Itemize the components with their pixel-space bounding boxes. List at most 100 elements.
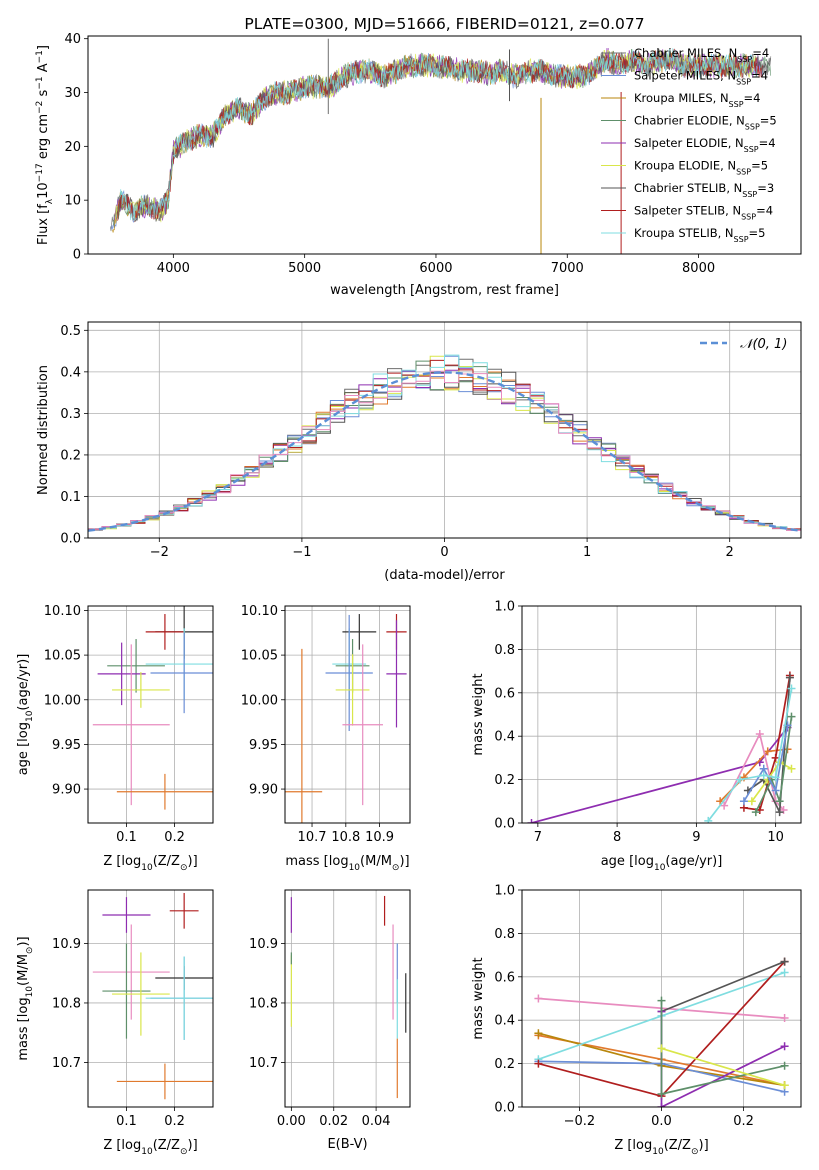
x-tick-label: 0.00 bbox=[277, 1114, 306, 1129]
data-point bbox=[771, 773, 780, 782]
data-point bbox=[657, 996, 666, 1005]
series-line bbox=[660, 1011, 785, 1107]
x-tick-label: 1 bbox=[583, 545, 591, 560]
x-tick-label: 8 bbox=[613, 830, 621, 845]
x-tick-label: 10.7 bbox=[298, 830, 327, 845]
x-tick-label: 5000 bbox=[288, 261, 321, 276]
label-part: ⊙ bbox=[392, 863, 400, 873]
legend-nssp: =3 bbox=[757, 181, 774, 195]
data-point bbox=[763, 747, 772, 756]
label-part: )] bbox=[699, 1138, 709, 1153]
panel-mass-vs-ebv: 0.00 0.02 0.04 10.7 10.8 10.9 bbox=[249, 889, 411, 1129]
y-tick-label: 0.2 bbox=[494, 1057, 515, 1072]
y-tick-label: 10.00 bbox=[241, 693, 278, 708]
x-tick-label: 0.04 bbox=[362, 1114, 391, 1129]
series-line bbox=[743, 725, 789, 802]
x-tick-label: 0.2 bbox=[164, 830, 185, 845]
y-tick-label: 10.8 bbox=[52, 996, 81, 1011]
legend-name: Chabrier STELIB, N bbox=[634, 181, 742, 195]
panel-weight-vs-age: 7 8 9 10 0.0 0.2 0.4 0.6 0.8 1.0 bbox=[494, 600, 802, 845]
data-point bbox=[787, 712, 796, 721]
label-part: 10 bbox=[25, 710, 35, 722]
label-part: )] bbox=[188, 854, 198, 869]
x-axis-label: E(B-V) bbox=[327, 1137, 367, 1152]
label-part: Flux [f bbox=[36, 204, 51, 245]
x-tick-label: 0.1 bbox=[116, 830, 137, 845]
legend-nssp: =5 bbox=[751, 159, 768, 173]
x-tick-label: 7 bbox=[534, 830, 542, 845]
y-tick-label: 10.7 bbox=[249, 1056, 278, 1071]
data-point bbox=[787, 764, 796, 773]
label-part: A bbox=[36, 63, 51, 76]
legend-label: Salpeter ELODIE, NSSP=4 bbox=[634, 136, 776, 154]
label-part: 10 bbox=[652, 1147, 664, 1157]
axes-frame bbox=[87, 889, 214, 1108]
data-point bbox=[785, 673, 794, 682]
y-tick-label: 9.95 bbox=[249, 738, 278, 753]
legend-nssp: =4 bbox=[752, 46, 769, 60]
label-part: age [log bbox=[601, 854, 654, 869]
data-point bbox=[780, 1042, 789, 1051]
data-point bbox=[787, 684, 796, 693]
label-part: (Z/Z bbox=[153, 854, 180, 869]
y-tick-label: 10.05 bbox=[44, 649, 81, 664]
axes-frame bbox=[284, 889, 411, 1108]
x-tick-label: 0.2 bbox=[164, 1114, 185, 1129]
label-part: s bbox=[36, 89, 51, 100]
y-tick-label: 9.90 bbox=[249, 783, 278, 798]
label-part: 10 bbox=[141, 1147, 153, 1157]
data-point bbox=[780, 957, 789, 966]
x-axis-label: wavelength [Angstrom, rest frame] bbox=[330, 283, 559, 298]
data-point bbox=[780, 1014, 789, 1023]
label-part: Z [log bbox=[103, 1138, 141, 1153]
data-point bbox=[759, 771, 768, 780]
legend-sub: SSP bbox=[729, 100, 744, 109]
legend-nssp: =5 bbox=[760, 114, 777, 128]
y-axis-label: mass [log10(M/M⊙)] bbox=[16, 936, 35, 1060]
x-tick-label: 0 bbox=[440, 545, 448, 560]
x-tick-label: 10.9 bbox=[365, 830, 394, 845]
x-tick-label: 9 bbox=[692, 830, 700, 845]
legend-label: 𝒩(0, 1) bbox=[740, 337, 787, 352]
axes-frame bbox=[284, 605, 411, 824]
y-axis-label: mass weight bbox=[471, 957, 486, 1039]
axes-frame bbox=[521, 605, 802, 824]
data-point bbox=[534, 1059, 543, 1068]
label-part: λ bbox=[45, 198, 55, 204]
legend-sub: SSP bbox=[744, 145, 759, 154]
legend-label: Kroupa STELIB, NSSP=5 bbox=[634, 226, 765, 244]
legend-name: Chabrier ELODIE, N bbox=[634, 114, 745, 128]
data-point bbox=[739, 797, 748, 806]
panel-hist: −2 −1 0 1 2 0.0 0.1 0.2 0.3 0.4 0.5 bbox=[60, 321, 802, 560]
y-tick-label: 10.05 bbox=[241, 649, 278, 664]
label-part: Z [log bbox=[103, 854, 141, 869]
label-part: ⊙ bbox=[180, 863, 188, 873]
plot-area bbox=[290, 895, 407, 1099]
x-tick-label: −2 bbox=[150, 545, 169, 560]
series-line bbox=[751, 761, 792, 802]
label-part: mass [log bbox=[16, 997, 31, 1060]
legend-sub: SSP bbox=[737, 55, 752, 64]
data-point bbox=[720, 801, 729, 810]
y-axis-label: Normed distribution bbox=[36, 365, 51, 495]
label-part: Z [log bbox=[614, 1138, 652, 1153]
plot-area bbox=[109, 38, 772, 254]
label-part: −1 bbox=[35, 76, 45, 89]
legend-label: Salpeter MILES, NSSP=4 bbox=[634, 69, 768, 87]
axes-frame bbox=[87, 321, 802, 539]
legend-name: Salpeter STELIB, N bbox=[634, 204, 741, 218]
legend-sub: SSP bbox=[745, 122, 760, 131]
legend-nssp: =4 bbox=[756, 204, 773, 218]
data-point bbox=[657, 1103, 666, 1107]
x-tick-label: 2 bbox=[726, 545, 734, 560]
y-tick-label: 0.8 bbox=[494, 927, 515, 942]
label-part: )] bbox=[16, 936, 31, 946]
label-part: )] bbox=[399, 854, 409, 869]
legend-label: Chabrier STELIB, NSSP=3 bbox=[634, 181, 774, 199]
data-point bbox=[775, 808, 784, 817]
series-line bbox=[118, 48, 756, 222]
data-point bbox=[780, 1061, 789, 1070]
y-tick-label: 10.8 bbox=[249, 996, 278, 1011]
data-point bbox=[735, 775, 744, 784]
x-tick-label: 10 bbox=[767, 830, 784, 845]
